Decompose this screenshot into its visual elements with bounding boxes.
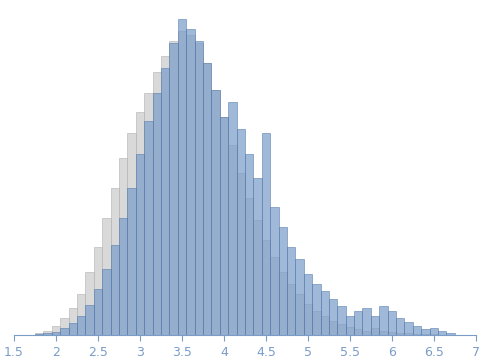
Bar [94, 289, 102, 335]
Bar [405, 322, 413, 335]
Bar [354, 329, 363, 335]
Bar [203, 63, 212, 335]
Bar [237, 129, 245, 335]
Bar [77, 294, 86, 335]
Bar [136, 154, 144, 335]
Bar [102, 269, 111, 335]
Bar [396, 318, 405, 335]
Bar [220, 117, 228, 335]
Bar [152, 93, 161, 335]
Bar [195, 41, 203, 335]
Bar [363, 309, 371, 335]
Bar [388, 332, 396, 335]
Bar [119, 218, 127, 335]
Bar [52, 326, 60, 335]
Bar [52, 332, 60, 335]
Bar [152, 72, 161, 335]
Bar [354, 311, 363, 335]
Bar [371, 328, 379, 335]
Bar [329, 321, 337, 335]
Bar [396, 333, 405, 335]
Bar [220, 117, 228, 335]
Bar [228, 145, 237, 335]
Bar [295, 259, 304, 335]
Bar [295, 294, 304, 335]
Bar [446, 333, 455, 335]
Bar [60, 318, 69, 335]
Bar [144, 121, 152, 335]
Bar [287, 284, 295, 335]
Bar [161, 56, 169, 335]
Bar [69, 323, 77, 335]
Bar [337, 306, 346, 335]
Bar [127, 188, 136, 335]
Bar [312, 284, 320, 335]
Bar [304, 303, 312, 335]
Bar [337, 325, 346, 335]
Bar [270, 257, 279, 335]
Bar [186, 29, 195, 335]
Bar [262, 133, 270, 335]
Bar [111, 245, 119, 335]
Bar [379, 330, 388, 335]
Bar [212, 90, 220, 335]
Bar [111, 188, 119, 335]
Bar [136, 112, 144, 335]
Bar [320, 291, 329, 335]
Bar [119, 158, 127, 335]
Bar [86, 305, 94, 335]
Bar [86, 272, 94, 335]
Bar [69, 309, 77, 335]
Bar [304, 274, 312, 335]
Bar [253, 178, 262, 335]
Bar [279, 272, 287, 335]
Bar [329, 299, 337, 335]
Bar [212, 90, 220, 335]
Bar [178, 31, 186, 335]
Bar [430, 328, 438, 335]
Bar [245, 154, 253, 335]
Bar [169, 44, 178, 335]
Bar [203, 63, 212, 335]
Bar [413, 334, 421, 335]
Bar [127, 133, 136, 335]
Bar [77, 316, 86, 335]
Bar [178, 19, 186, 335]
Bar [287, 247, 295, 335]
Bar [388, 311, 396, 335]
Bar [186, 35, 195, 335]
Bar [102, 218, 111, 335]
Bar [262, 240, 270, 335]
Bar [161, 68, 169, 335]
Bar [279, 228, 287, 335]
Bar [35, 333, 44, 335]
Bar [44, 333, 52, 335]
Bar [195, 44, 203, 335]
Bar [430, 334, 438, 335]
Bar [346, 327, 354, 335]
Bar [44, 330, 52, 335]
Bar [438, 330, 446, 335]
Bar [228, 102, 237, 335]
Bar [270, 207, 279, 335]
Bar [346, 316, 354, 335]
Bar [94, 247, 102, 335]
Bar [363, 330, 371, 335]
Bar [371, 316, 379, 335]
Bar [60, 328, 69, 335]
Bar [421, 334, 430, 335]
Bar [421, 329, 430, 335]
Bar [320, 316, 329, 335]
Bar [413, 326, 421, 335]
Bar [379, 306, 388, 335]
Bar [237, 174, 245, 335]
Bar [253, 220, 262, 335]
Bar [144, 93, 152, 335]
Bar [35, 334, 44, 335]
Bar [405, 333, 413, 335]
Bar [169, 41, 178, 335]
Bar [245, 198, 253, 335]
Bar [312, 311, 320, 335]
